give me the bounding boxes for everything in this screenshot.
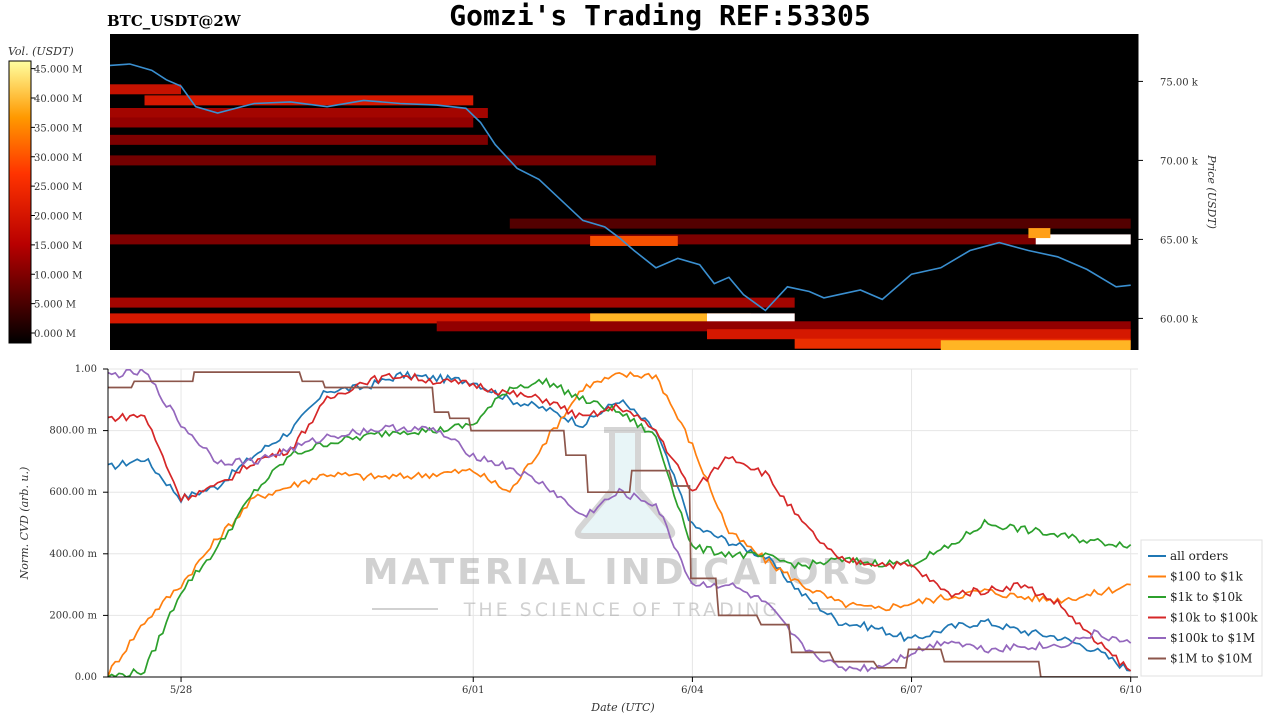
price-tick-label: 75.00 k bbox=[1160, 77, 1199, 88]
series-line-usd_100k_1m bbox=[108, 369, 1132, 673]
series-line-usd_10k_100k bbox=[108, 372, 1132, 672]
liquidity-band-4 bbox=[110, 134, 488, 145]
chart-title: Gomzi's Trading REF:53305 bbox=[449, 0, 870, 32]
colorbar-tick-label: 30.000 M bbox=[34, 153, 82, 164]
liquidity-band-0 bbox=[110, 84, 182, 95]
cvd-y-ticks: 0.00 200.00 m 400.00 m 600.00 m 800.00 m 1.00 bbox=[49, 364, 108, 683]
price-ticks: 60.00 k 65.00 k 70.00 k 75.00 k bbox=[1138, 77, 1199, 325]
liquidity-band-10 bbox=[1028, 228, 1051, 239]
price-tick-label: 60.00 k bbox=[1160, 314, 1199, 325]
cvd-y-tick-label: 1.00 bbox=[75, 364, 97, 375]
liquidity-band-8 bbox=[590, 235, 678, 246]
cvd-x-ticks: 5/28 6/01 6/04 6/07 6/10 bbox=[170, 677, 1142, 696]
colorbar-tick-label: 40.000 M bbox=[34, 94, 82, 105]
liquidity-band-3 bbox=[110, 117, 474, 128]
cvd-x-tick-label: 6/01 bbox=[462, 685, 484, 696]
liquidity-band-12 bbox=[110, 313, 795, 324]
liquidity-band-18 bbox=[940, 340, 1131, 350]
legend-entry: $10k to $100k bbox=[1170, 611, 1258, 625]
legend-entry: all orders bbox=[1170, 549, 1228, 563]
liquidity-band-14 bbox=[707, 313, 795, 324]
cvd-x-tick-label: 6/07 bbox=[900, 685, 922, 696]
legend-entry: $100 to $1k bbox=[1170, 570, 1243, 584]
price-axis-label: Price (USDT) bbox=[1205, 154, 1218, 229]
colorbar-label: Vol. (USDT) bbox=[8, 45, 74, 58]
colorbar-tick-label: 10.000 M bbox=[34, 270, 82, 281]
liquidity-band-11 bbox=[110, 297, 795, 308]
legend-entry: $1M to $10M bbox=[1170, 652, 1252, 666]
series-line-all_orders bbox=[108, 370, 1131, 672]
colorbar-tick-label: 20.000 M bbox=[34, 212, 82, 223]
colorbar-tick-label: 25.000 M bbox=[34, 182, 82, 193]
colorbar-ticks: 0.000 M 5.000 M 10.000 M 15.000 M 20.000 M 25… bbox=[31, 65, 82, 340]
liquidity-band-13 bbox=[590, 313, 751, 324]
series-line-usd_1k_10k bbox=[108, 377, 1132, 677]
flask-icon bbox=[574, 427, 676, 539]
colorbar-tick-label: 5.000 M bbox=[34, 300, 76, 311]
cvd-y-tick-label: 800.00 m bbox=[49, 426, 97, 437]
legend: all orders $100 to $1k $1k to $10k $10k to … bbox=[1148, 549, 1258, 666]
cvd-y-axis-label: Norm. CVD (arb. u.) bbox=[18, 467, 31, 581]
liquidity-band-2 bbox=[110, 108, 488, 118]
cvd-x-tick-label: 6/04 bbox=[681, 685, 703, 696]
liquidity-band-6 bbox=[509, 218, 1131, 229]
cvd-x-tick-label: 5/28 bbox=[170, 685, 192, 696]
cvd-x-axis-label: Date (UTC) bbox=[590, 701, 654, 714]
heatmap-background bbox=[110, 34, 1138, 350]
liquidity-band-16 bbox=[707, 329, 1131, 340]
series-line-usd_100_1k bbox=[108, 371, 1131, 677]
colorbar-tick-label: 45.000 M bbox=[34, 65, 82, 76]
symbol-label: BTC_USDT@2W bbox=[107, 12, 242, 30]
price-line bbox=[110, 63, 1131, 312]
cvd-y-tick-label: 200.00 m bbox=[49, 610, 97, 621]
cvd-y-tick-label: 400.00 m bbox=[49, 549, 97, 560]
cvd-y-tick-label: 600.00 m bbox=[49, 487, 97, 498]
colorbar-tick-label: 0.000 M bbox=[34, 329, 76, 340]
watermark: MATERIAL INDICATORS THE SCIENCE OF TRADI… bbox=[363, 427, 878, 621]
colorbar bbox=[8, 60, 32, 344]
legend-entry: $100k to $1M bbox=[1170, 631, 1255, 645]
liquidity-band-5 bbox=[110, 155, 656, 166]
legend-entry: $1k to $10k bbox=[1170, 590, 1243, 604]
price-tick-label: 70.00 k bbox=[1160, 156, 1199, 167]
series-line-usd_1m_10m bbox=[108, 371, 1131, 677]
liquidity-band-15 bbox=[436, 321, 1131, 332]
liquidity-band-1 bbox=[144, 95, 474, 106]
colorbar-tick-label: 35.000 M bbox=[34, 123, 82, 134]
legend-box bbox=[1140, 539, 1263, 677]
cvd-y-tick-label: 0.00 bbox=[75, 672, 97, 683]
cvd-series bbox=[108, 369, 1132, 677]
price-tick-label: 65.00 k bbox=[1160, 235, 1199, 246]
colorbar-tick-label: 15.000 M bbox=[34, 241, 82, 252]
watermark-tagline: THE SCIENCE OF TRADING bbox=[463, 599, 781, 621]
cvd-x-tick-label: 6/10 bbox=[1119, 685, 1141, 696]
liquidity-band-9 bbox=[1035, 234, 1131, 245]
